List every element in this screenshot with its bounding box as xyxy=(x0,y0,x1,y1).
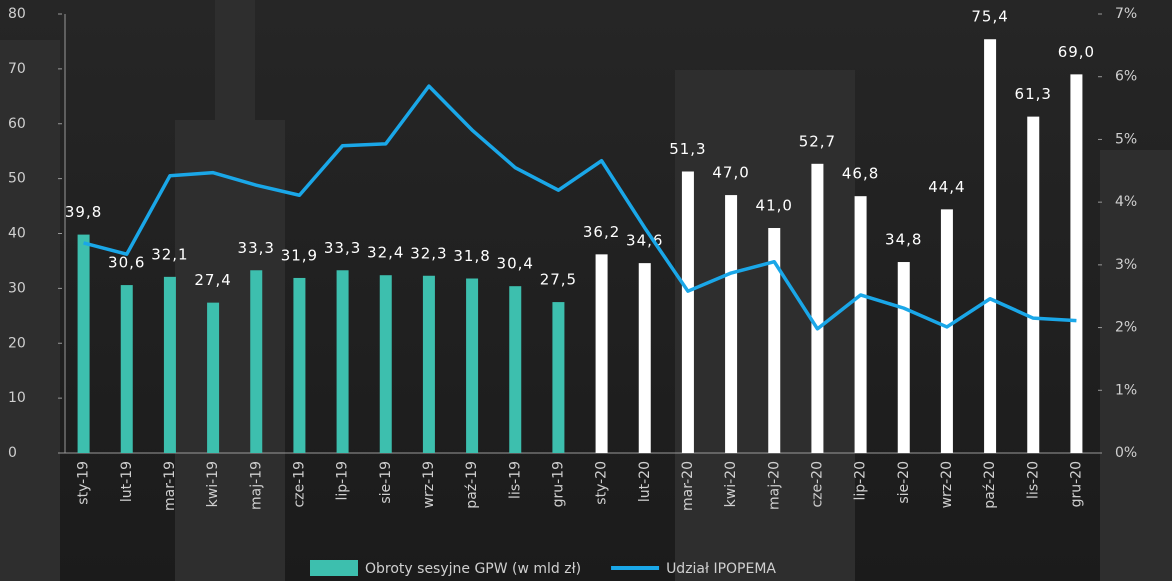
bar xyxy=(1027,116,1040,454)
value-label: 27,5 xyxy=(540,271,577,289)
x-tick-label: wrz-19 xyxy=(421,461,437,508)
bar xyxy=(422,275,435,453)
bar xyxy=(379,275,392,453)
bar xyxy=(293,277,306,453)
bar xyxy=(768,228,781,453)
y-tick-label: 80 xyxy=(8,6,26,22)
bar xyxy=(897,262,910,453)
y2-tick-label: 6% xyxy=(1115,69,1137,85)
line xyxy=(83,84,1077,331)
x-tick-label: paź-20 xyxy=(982,461,998,509)
x-tick-label: lut-19 xyxy=(119,461,135,502)
y2-tick-label: 3% xyxy=(1115,257,1137,273)
legend-swatch xyxy=(310,560,358,576)
y2-tick-label: 0% xyxy=(1115,445,1137,461)
value-label: 39,8 xyxy=(65,203,102,221)
y-tick-label: 40 xyxy=(8,226,26,242)
x-tick-label: mar-19 xyxy=(162,461,178,511)
y-tick-label: 30 xyxy=(8,280,26,296)
bar xyxy=(552,302,565,453)
x-tick-label: cze-20 xyxy=(809,461,825,508)
legend-label: Udział IPOPEMA xyxy=(666,561,776,577)
bar xyxy=(120,285,133,453)
y-tick-label: 60 xyxy=(8,116,26,132)
x-tick-label: maj-20 xyxy=(766,461,782,510)
y-tick-label: 0 xyxy=(8,445,17,461)
bar xyxy=(681,171,694,453)
x-tick-label: lip-19 xyxy=(335,461,351,501)
x-tick-label: mar-20 xyxy=(680,461,696,511)
x-tick-label: lis-20 xyxy=(1025,461,1041,499)
bar xyxy=(77,234,90,453)
bar xyxy=(509,286,522,453)
bar xyxy=(163,276,176,453)
value-label: 46,8 xyxy=(842,165,879,183)
y2-tick-label: 2% xyxy=(1115,320,1137,336)
x-tick-label: gru-19 xyxy=(550,461,566,507)
y-tick-label: 70 xyxy=(8,61,26,77)
value-label: 32,3 xyxy=(410,244,447,262)
value-label: 31,8 xyxy=(453,247,490,265)
bar xyxy=(984,39,997,454)
value-label: 69,0 xyxy=(1058,43,1095,61)
bar xyxy=(466,278,479,453)
value-label: 51,3 xyxy=(669,140,706,158)
value-label: 41,0 xyxy=(756,197,793,215)
value-label: 30,4 xyxy=(497,255,534,273)
x-tick-label: gru-20 xyxy=(1068,461,1084,507)
x-tick-label: kwi-20 xyxy=(723,461,739,507)
value-label: 33,3 xyxy=(238,239,275,257)
bar xyxy=(336,270,349,453)
bar xyxy=(250,270,263,453)
bar xyxy=(595,254,608,453)
value-label: 47,0 xyxy=(712,164,749,182)
y2-tick-label: 5% xyxy=(1115,131,1137,147)
value-label: 75,4 xyxy=(971,8,1008,26)
x-tick-label: sie-20 xyxy=(896,461,912,504)
value-label: 32,1 xyxy=(151,245,188,263)
x-tick-label: kwi-19 xyxy=(205,461,221,507)
x-tick-label: cze-19 xyxy=(291,461,307,508)
value-label: 36,2 xyxy=(583,223,620,241)
y-tick-label: 10 xyxy=(8,390,26,406)
x-tick-label: paź-19 xyxy=(464,461,480,509)
bar xyxy=(940,209,953,453)
bar xyxy=(725,195,738,453)
value-label: 44,4 xyxy=(928,178,965,196)
y2-tick-label: 7% xyxy=(1115,6,1137,22)
y2-tick-label: 4% xyxy=(1115,194,1137,210)
x-tick-label: lis-19 xyxy=(507,461,523,499)
legend-label: Obroty sesyjne GPW (w mld zł) xyxy=(365,561,581,577)
x-tick-label: sty-20 xyxy=(594,461,610,505)
value-label: 34,6 xyxy=(626,232,663,250)
bar xyxy=(811,163,824,453)
y2-tick-label: 1% xyxy=(1115,382,1137,398)
value-label: 30,6 xyxy=(108,254,145,272)
value-label: 34,8 xyxy=(885,231,922,249)
x-tick-label: lut-20 xyxy=(637,461,653,502)
bar xyxy=(1070,74,1083,454)
bar xyxy=(207,302,220,453)
x-tick-label: sie-19 xyxy=(378,461,394,504)
value-label: 52,7 xyxy=(799,132,836,150)
bar xyxy=(638,263,651,453)
x-tick-label: wrz-20 xyxy=(939,461,955,508)
bar xyxy=(854,196,867,453)
x-tick-label: sty-19 xyxy=(76,461,92,505)
x-tick-label: maj-19 xyxy=(248,461,264,510)
value-label: 27,4 xyxy=(194,271,231,289)
y-tick-label: 50 xyxy=(8,171,26,187)
y-tick-label: 20 xyxy=(8,335,26,351)
x-tick-label: lip-20 xyxy=(853,461,869,501)
value-label: 61,3 xyxy=(1015,85,1052,103)
value-label: 32,4 xyxy=(367,244,404,262)
value-label: 33,3 xyxy=(324,239,361,257)
value-label: 31,9 xyxy=(281,246,318,264)
